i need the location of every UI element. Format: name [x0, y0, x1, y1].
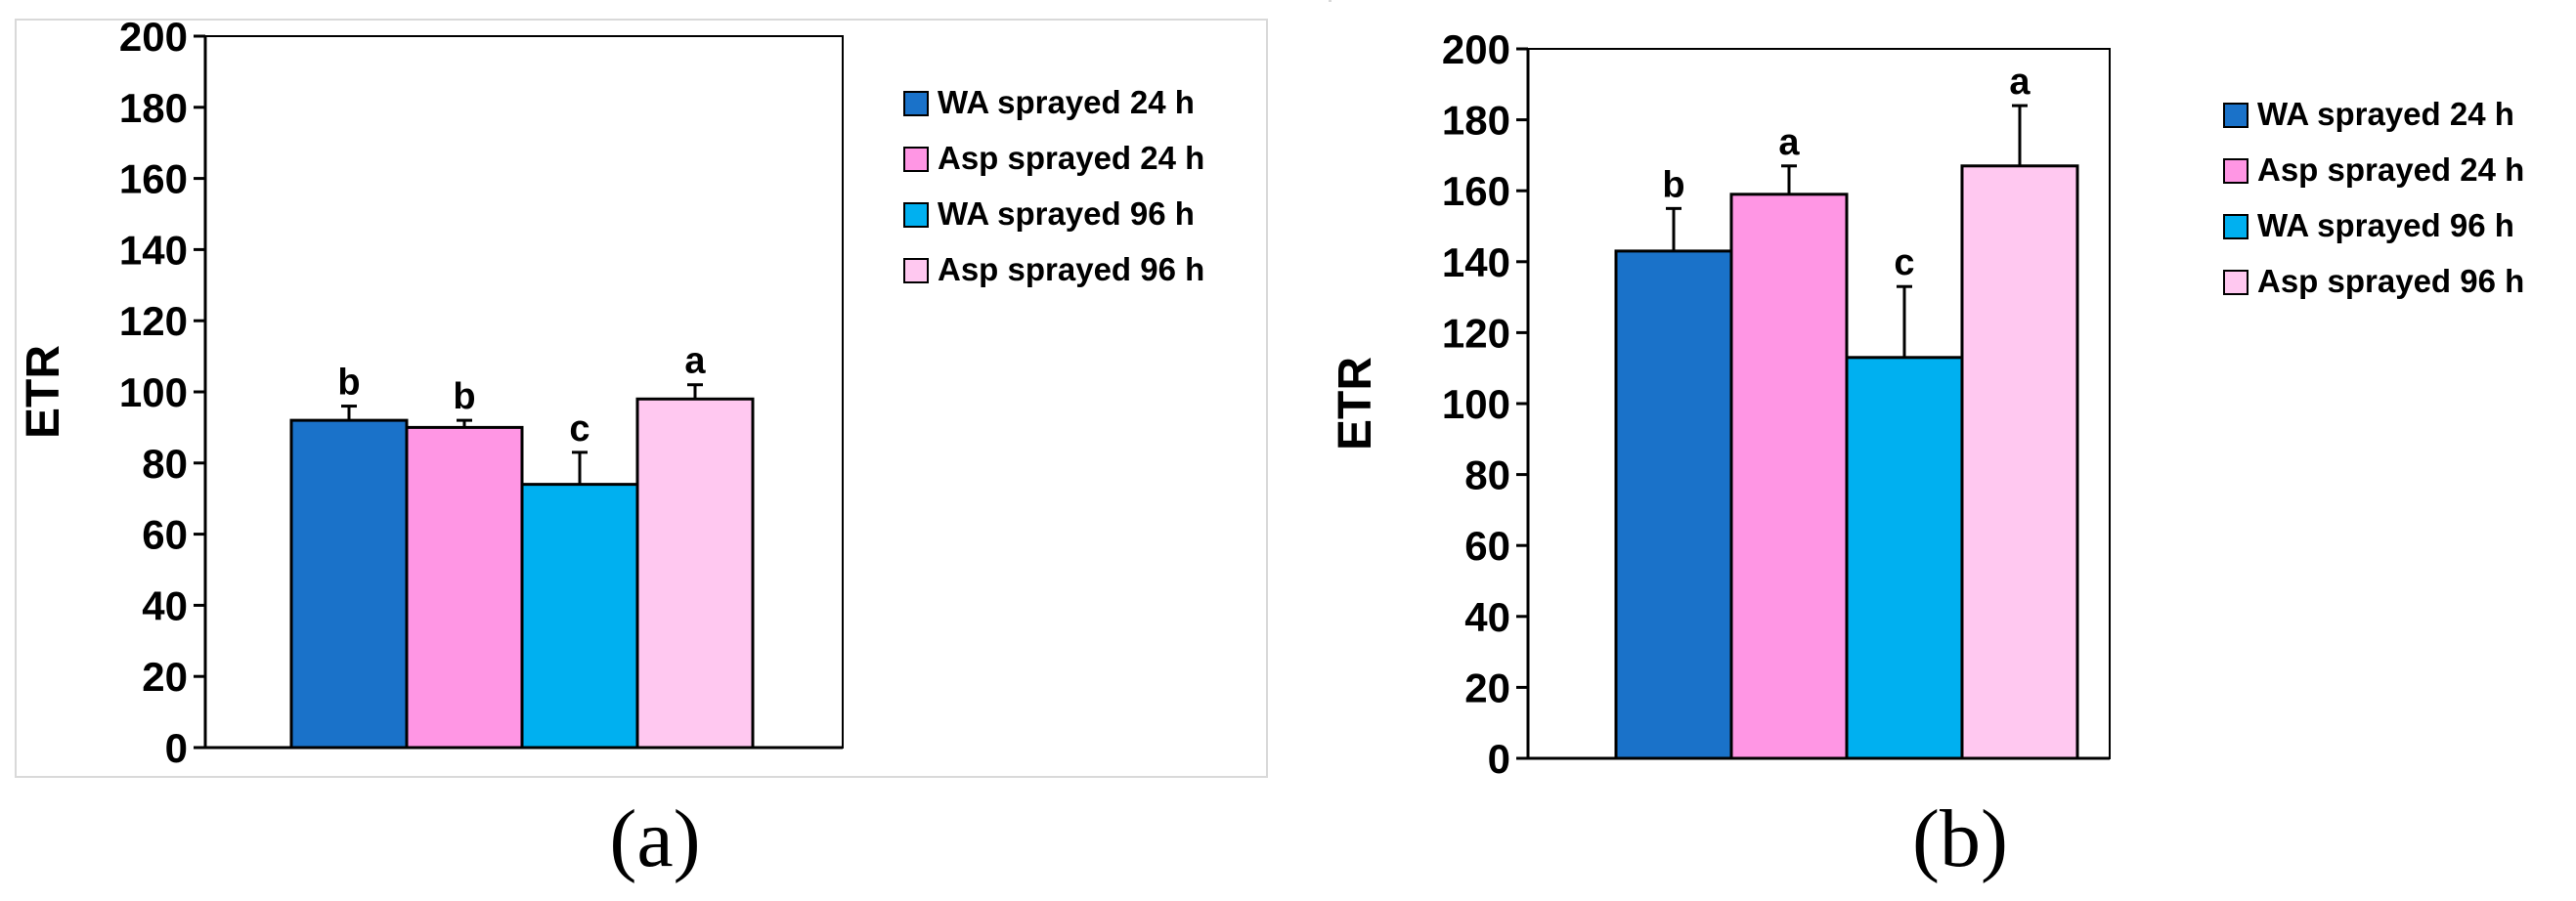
y-tick-label: 180 [1442, 98, 1510, 144]
bar [1845, 356, 1964, 760]
y-tick-label: 20 [1464, 665, 1510, 710]
legend-swatch [2223, 214, 2249, 239]
significance-letter: b [453, 376, 475, 417]
bar [289, 418, 409, 750]
y-tick-label: 180 [119, 85, 188, 131]
legend-swatch [903, 147, 929, 172]
bar-chart-a: 0 20 40 60 80 100 120 140 160 180 200 ETR b b c a WA spr… [15, 14, 1268, 778]
legend-swatch [2223, 270, 2249, 295]
y-tick-label: 0 [1488, 736, 1510, 782]
bar [1960, 164, 2079, 760]
significance-letter: c [1894, 242, 1914, 283]
significance-letter: a [1778, 122, 1800, 163]
y-tick-label: 60 [142, 512, 188, 558]
chart-frame [1329, 0, 1332, 2]
y-tick-label: 200 [1442, 26, 1510, 72]
significance-letter: b [1662, 164, 1684, 205]
y-tick-label: 0 [165, 725, 188, 771]
legend-label: WA sprayed 96 h [938, 195, 1195, 232]
y-tick-label: 200 [119, 14, 188, 60]
legend-swatch [903, 202, 929, 228]
bar [405, 425, 524, 750]
legend-label: Asp sprayed 24 h [2257, 151, 2524, 188]
y-tick-label: 140 [1442, 239, 1510, 285]
y-tick-label: 100 [1442, 381, 1510, 427]
legend-swatch [903, 258, 929, 283]
bar [1729, 193, 1849, 760]
y-tick-label: 140 [119, 227, 188, 273]
bar [1614, 249, 1733, 760]
y-tick-label: 160 [1442, 168, 1510, 214]
y-tick-label: 120 [1442, 310, 1510, 356]
y-tick-label: 60 [1464, 523, 1510, 569]
significance-letter: a [684, 341, 706, 382]
legend-label: Asp sprayed 24 h [938, 140, 1204, 176]
legend-label: WA sprayed 96 h [2257, 207, 2514, 243]
panel-caption-b: (b) [1912, 794, 2008, 884]
y-tick-label: 80 [1464, 452, 1510, 498]
legend-swatch [2223, 158, 2249, 184]
y-tick-label: 80 [142, 441, 188, 487]
legend-swatch [903, 91, 929, 116]
y-axis-label: ETR [18, 345, 69, 439]
chart-panel-a: 0 20 40 60 80 100 120 140 160 180 200 ETR b b c a WA spr… [0, 0, 1271, 782]
legend-label: Asp sprayed 96 h [938, 251, 1204, 287]
y-tick-label: 100 [119, 369, 188, 415]
y-tick-label: 40 [1464, 594, 1510, 640]
chart-frame [15, 19, 1268, 778]
legend-swatch [2223, 103, 2249, 128]
chart-panel-b: 0 20 40 60 80 100 120 140 160 180 200 ETR b a c a WA spr… [1310, 0, 2576, 782]
y-tick-label: 160 [119, 156, 188, 202]
legend-label: WA sprayed 24 h [938, 84, 1195, 120]
y-tick-label: 20 [142, 654, 188, 700]
y-tick-label: 40 [142, 582, 188, 628]
significance-letter: a [2009, 62, 2030, 103]
legend-label: Asp sprayed 96 h [2257, 263, 2524, 299]
significance-letter: c [569, 408, 589, 450]
panel-caption-a: (a) [609, 794, 701, 884]
significance-letter: b [337, 363, 360, 404]
bar [635, 397, 755, 750]
legend-label: WA sprayed 24 h [2257, 96, 2514, 132]
y-axis-label: ETR [1330, 357, 1381, 450]
bar-chart-b: 0 20 40 60 80 100 120 140 160 180 200 ETR b a c a WA spr… [1329, 0, 2524, 782]
bar [520, 483, 639, 750]
y-tick-label: 120 [119, 298, 188, 344]
